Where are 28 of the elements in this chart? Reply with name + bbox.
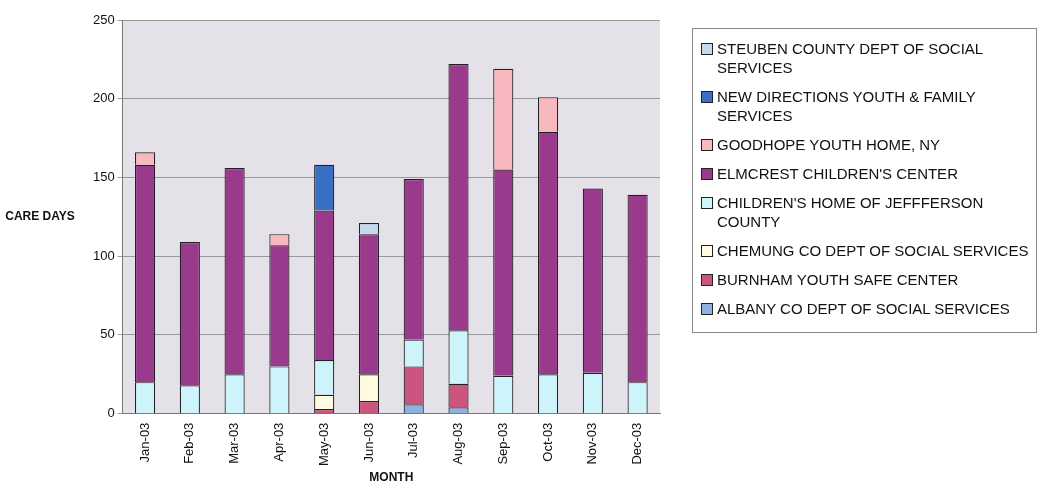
legend-label: STEUBEN COUNTY DEPT OF SOCIAL SERVICES — [717, 39, 984, 77]
y-tick-label: 100 — [92, 247, 115, 263]
y-tick-label: 250 — [92, 11, 115, 27]
x-tick-label: Jun-03 — [360, 422, 376, 463]
x-tick-label: May-03 — [315, 422, 331, 467]
y-tick-label: 200 — [92, 90, 115, 106]
legend-label: NEW DIRECTIONS YOUTH & FAMILY SERVICES — [717, 87, 977, 125]
x-tick-label: Apr-03 — [270, 422, 286, 462]
x-axis-title: MONTH — [369, 470, 414, 485]
x-tick-label: Jan-03 — [136, 422, 152, 463]
x-tick-label: Dec-03 — [629, 422, 645, 465]
x-tick-label: Sep-03 — [494, 422, 510, 465]
x-tick-label: Feb-03 — [181, 422, 197, 464]
x-tick-label: Aug-03 — [450, 422, 466, 465]
legend-label: ELMCREST CHILDREN'S CENTER — [717, 164, 958, 183]
y-tick-label: 50 — [100, 326, 115, 342]
x-tick-label: Jul-03 — [405, 422, 421, 459]
x-tick-label: Nov-03 — [584, 422, 600, 465]
y-tick-label: 150 — [92, 169, 115, 185]
legend-label: CHEMUNG CO DEPT OF SOCIAL SERVICES — [717, 241, 1029, 260]
legend-label: BURNHAM YOUTH SAFE CENTER — [717, 270, 959, 289]
x-tick-label: Mar-03 — [226, 422, 242, 464]
legend-label: GOODHOPE YOUTH HOME, NY — [717, 135, 941, 154]
y-axis-title: CARE DAYS — [5, 209, 75, 224]
legend-label: ALBANY CO DEPT OF SOCIAL SERVICES — [717, 299, 1010, 318]
legend-label: CHILDREN'S HOME OF JEFFFERSON COUNTY — [717, 193, 985, 231]
y-tick-label: 0 — [107, 405, 115, 421]
x-tick-label: Oct-03 — [539, 422, 555, 462]
